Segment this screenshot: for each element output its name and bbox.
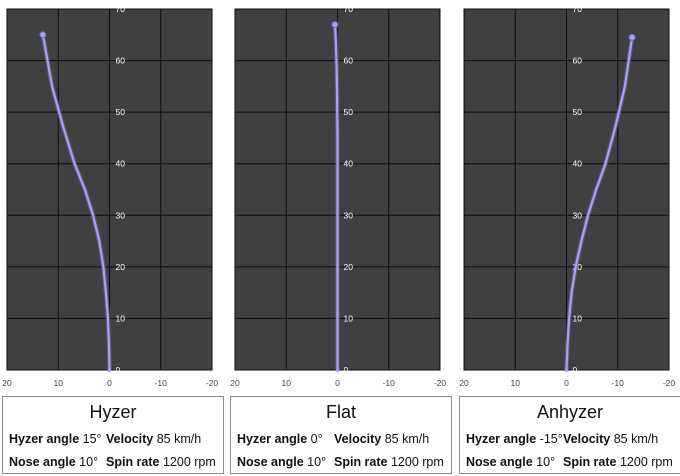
y-tick-label: 40 bbox=[116, 159, 126, 169]
release-point bbox=[108, 368, 111, 372]
panel-anhyzer: 20 10 0 -10 -20 0 10 20 30 40 50 60 70 Anhyzer Hyzer… bbox=[459, 0, 680, 476]
spin-rate-label: Spin rate bbox=[563, 455, 617, 469]
y-tick-label: 50 bbox=[116, 107, 126, 117]
y-tick-label: 50 bbox=[344, 107, 354, 117]
x-tick-label: -20 bbox=[663, 378, 676, 388]
nose-angle: Nose angle 10° bbox=[466, 455, 555, 469]
x-tick-label: 10 bbox=[282, 378, 292, 388]
x-tick-label: 20 bbox=[2, 378, 12, 388]
flight-chart-anhyzer: 20 10 0 -10 -20 0 10 20 30 40 50 60 70 bbox=[459, 0, 680, 391]
panel-hyzer: 20 10 0 -10 -20 0 10 20 30 40 50 60 70 Hyzer Hyzer a… bbox=[2, 0, 226, 476]
velocity: Velocity 85 km/h bbox=[106, 432, 201, 446]
y-tick-label: 70 bbox=[573, 4, 583, 14]
release-point bbox=[565, 368, 568, 372]
velocity-label: Velocity bbox=[563, 432, 611, 446]
flight-chart-hyzer: 20 10 0 -10 -20 0 10 20 30 40 50 60 70 bbox=[2, 0, 226, 391]
flight-path bbox=[565, 36, 634, 372]
hyzer-angle: Hyzer angle -15° bbox=[466, 432, 563, 446]
nose-angle-value: 10° bbox=[307, 455, 327, 469]
nose-angle-value: 10° bbox=[79, 455, 99, 469]
hyzer-angle-label: Hyzer angle bbox=[237, 432, 308, 446]
x-tick-label: 0 bbox=[107, 378, 112, 388]
y-tick-label: 20 bbox=[344, 262, 354, 272]
y-tick-label: 60 bbox=[116, 56, 126, 66]
x-tick-label: 10 bbox=[511, 378, 521, 388]
x-tick-label: 0 bbox=[335, 378, 340, 388]
velocity-label: Velocity bbox=[106, 432, 154, 446]
nose-angle-label: Nose angle bbox=[9, 455, 76, 469]
x-tick-label: 10 bbox=[54, 378, 64, 388]
hyzer-angle: Hyzer angle 0° bbox=[237, 432, 323, 446]
x-tick-label: -20 bbox=[434, 378, 447, 388]
nose-angle-value: 10° bbox=[536, 455, 556, 469]
y-tick-label: 60 bbox=[344, 56, 354, 66]
y-tick-label: 30 bbox=[116, 210, 126, 220]
flight-plot: 20 10 0 -10 -20 0 10 20 30 40 50 60 70 bbox=[2, 4, 219, 388]
x-tick-label: -20 bbox=[206, 378, 219, 388]
nose-angle-label: Nose angle bbox=[237, 455, 304, 469]
y-tick-label: 40 bbox=[344, 159, 354, 169]
velocity-value: 85 km/h bbox=[613, 432, 659, 446]
landing-point bbox=[628, 33, 636, 41]
flight-plot: 20 10 0 -10 -20 0 10 20 30 40 50 60 70 bbox=[230, 4, 447, 388]
spin-rate: Spin rate 1200 rpm bbox=[563, 455, 673, 469]
x-tick-label: 20 bbox=[230, 378, 240, 388]
velocity: Velocity 85 km/h bbox=[334, 432, 429, 446]
spin-rate-value: 1200 rpm bbox=[162, 455, 216, 469]
flight-path bbox=[41, 33, 111, 372]
spin-rate: Spin rate 1200 rpm bbox=[106, 455, 216, 469]
y-tick-label: 10 bbox=[344, 313, 354, 323]
flight-path bbox=[333, 23, 339, 372]
y-tick-label: 60 bbox=[573, 56, 583, 66]
spin-rate-value: 1200 rpm bbox=[390, 455, 444, 469]
y-tick-label: 70 bbox=[116, 4, 126, 14]
nose-angle: Nose angle 10° bbox=[9, 455, 98, 469]
throw-name: Flat bbox=[325, 402, 356, 422]
flight-chart-flat: 20 10 0 -10 -20 0 10 20 30 40 50 60 70 bbox=[230, 0, 454, 391]
spin-rate-value: 1200 rpm bbox=[619, 455, 673, 469]
y-tick-label: 0 bbox=[573, 365, 578, 375]
x-tick-label: -10 bbox=[383, 378, 396, 388]
y-tick-label: 50 bbox=[573, 107, 583, 117]
velocity-value: 85 km/h bbox=[384, 432, 430, 446]
spin-rate-label: Spin rate bbox=[106, 455, 160, 469]
info-card-hyzer: Hyzer Hyzer angle 15° Velocity 85 km/h N… bbox=[2, 396, 224, 474]
y-tick-label: 0 bbox=[116, 365, 121, 375]
hyzer-angle-label: Hyzer angle bbox=[9, 432, 80, 446]
throw-name: Anhyzer bbox=[536, 402, 604, 422]
hyzer-angle-label: Hyzer angle bbox=[466, 432, 537, 446]
spin-rate-label: Spin rate bbox=[334, 455, 388, 469]
y-tick-label: 70 bbox=[344, 4, 354, 14]
y-tick-label: 30 bbox=[573, 210, 583, 220]
info-card-anhyzer: Anhyzer Hyzer angle -15° Velocity 85 km/… bbox=[459, 396, 680, 474]
spin-rate: Spin rate 1200 rpm bbox=[334, 455, 444, 469]
y-tick-label: 40 bbox=[573, 159, 583, 169]
velocity-value: 85 km/h bbox=[156, 432, 202, 446]
landing-point bbox=[331, 20, 339, 28]
nose-angle-label: Nose angle bbox=[466, 455, 533, 469]
y-tick-label: 20 bbox=[116, 262, 126, 272]
y-tick-label: 0 bbox=[344, 365, 349, 375]
velocity: Velocity 85 km/h bbox=[563, 432, 658, 446]
y-tick-label: 10 bbox=[573, 313, 583, 323]
release-point bbox=[336, 368, 339, 372]
velocity-label: Velocity bbox=[334, 432, 382, 446]
panel-flat: 20 10 0 -10 -20 0 10 20 30 40 50 60 70 Flat Hyzer an… bbox=[230, 0, 454, 476]
info-card-flat: Flat Hyzer angle 0° Velocity 85 km/h Nos… bbox=[230, 396, 452, 474]
hyzer-angle-value: 0° bbox=[310, 432, 323, 446]
y-tick-label: 10 bbox=[116, 313, 126, 323]
x-tick-label: -10 bbox=[612, 378, 625, 388]
hyzer-angle-value: 15° bbox=[82, 432, 102, 446]
landing-point bbox=[39, 31, 47, 39]
hyzer-angle-value: -15° bbox=[539, 432, 563, 446]
x-tick-label: 0 bbox=[564, 378, 569, 388]
y-tick-label: 30 bbox=[344, 210, 354, 220]
throw-name: Hyzer bbox=[89, 402, 137, 422]
x-tick-label: -10 bbox=[155, 378, 168, 388]
x-tick-label: 20 bbox=[459, 378, 469, 388]
nose-angle: Nose angle 10° bbox=[237, 455, 326, 469]
hyzer-angle: Hyzer angle 15° bbox=[9, 432, 102, 446]
